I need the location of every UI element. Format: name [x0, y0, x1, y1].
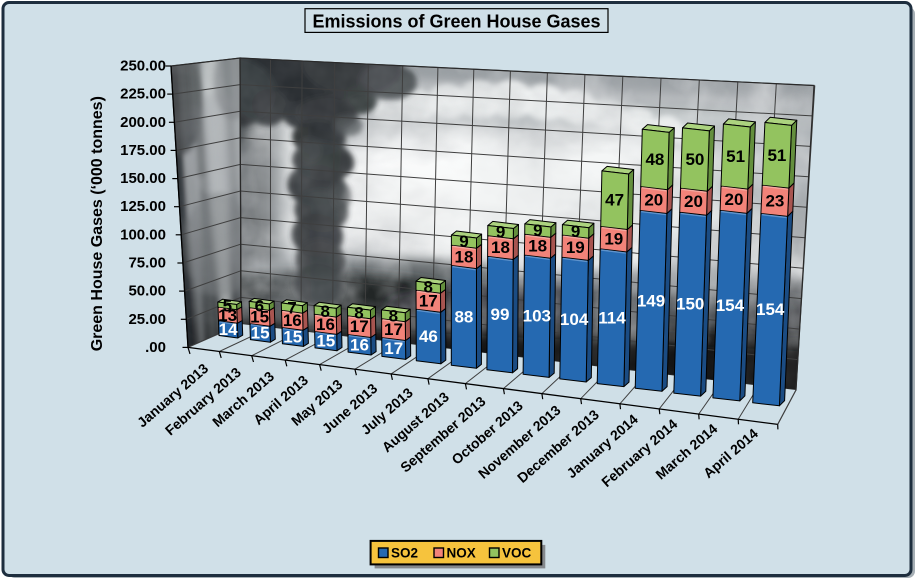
- svg-text:47: 47: [605, 191, 624, 210]
- svg-text:8: 8: [423, 278, 432, 297]
- svg-text:100.00: 100.00: [120, 226, 166, 243]
- svg-text:200.00: 200.00: [120, 114, 166, 131]
- svg-text:NOX: NOX: [447, 545, 476, 560]
- svg-text:225.00: 225.00: [120, 86, 166, 103]
- svg-text:9: 9: [496, 223, 505, 242]
- svg-text:154: 154: [716, 296, 745, 315]
- svg-text:9: 9: [571, 222, 580, 241]
- svg-text:50.00: 50.00: [128, 283, 166, 300]
- svg-text:51: 51: [726, 147, 745, 166]
- svg-text:88: 88: [454, 307, 473, 326]
- svg-text:VOC: VOC: [502, 545, 532, 560]
- svg-text:250.00: 250.00: [120, 58, 166, 75]
- svg-text:9: 9: [533, 221, 542, 240]
- svg-text:6: 6: [255, 296, 264, 315]
- svg-text:154: 154: [756, 300, 785, 319]
- svg-text:8: 8: [320, 302, 329, 321]
- svg-text:50: 50: [685, 150, 704, 169]
- svg-text:15: 15: [283, 328, 302, 347]
- svg-text:7: 7: [287, 299, 296, 318]
- svg-text:46: 46: [419, 327, 438, 346]
- svg-text:150: 150: [676, 295, 704, 314]
- svg-text:103: 103: [523, 307, 551, 326]
- svg-text:SO2: SO2: [391, 545, 418, 560]
- svg-text:48: 48: [645, 150, 664, 169]
- svg-text:8: 8: [389, 306, 398, 325]
- svg-text:Green House Gases (‘000 tonnes: Green House Gases (‘000 tonnes): [89, 96, 106, 351]
- svg-text:99: 99: [491, 305, 510, 324]
- svg-text:51: 51: [767, 146, 786, 165]
- svg-text:19: 19: [604, 230, 623, 249]
- svg-text:8: 8: [354, 304, 363, 323]
- svg-text:149: 149: [637, 291, 665, 310]
- svg-text:75.00: 75.00: [128, 255, 166, 272]
- svg-text:23: 23: [765, 191, 784, 210]
- svg-text:16: 16: [350, 335, 369, 354]
- svg-text:175.00: 175.00: [120, 142, 166, 159]
- svg-text:Emissions of Green House Gases: Emissions of Green House Gases: [312, 11, 600, 31]
- svg-text:20: 20: [644, 191, 663, 210]
- svg-text:104: 104: [560, 310, 589, 329]
- svg-text:17: 17: [384, 339, 403, 358]
- svg-text:19: 19: [566, 238, 585, 257]
- svg-text:20: 20: [684, 192, 703, 211]
- svg-text:5: 5: [223, 296, 232, 315]
- svg-text:15: 15: [316, 332, 335, 351]
- svg-text:20: 20: [725, 190, 744, 209]
- svg-text:.00: .00: [145, 339, 166, 356]
- svg-text:114: 114: [598, 308, 626, 327]
- svg-text:9: 9: [459, 232, 468, 251]
- svg-text:125.00: 125.00: [120, 198, 166, 215]
- svg-text:25.00: 25.00: [128, 311, 166, 328]
- svg-text:150.00: 150.00: [120, 170, 166, 187]
